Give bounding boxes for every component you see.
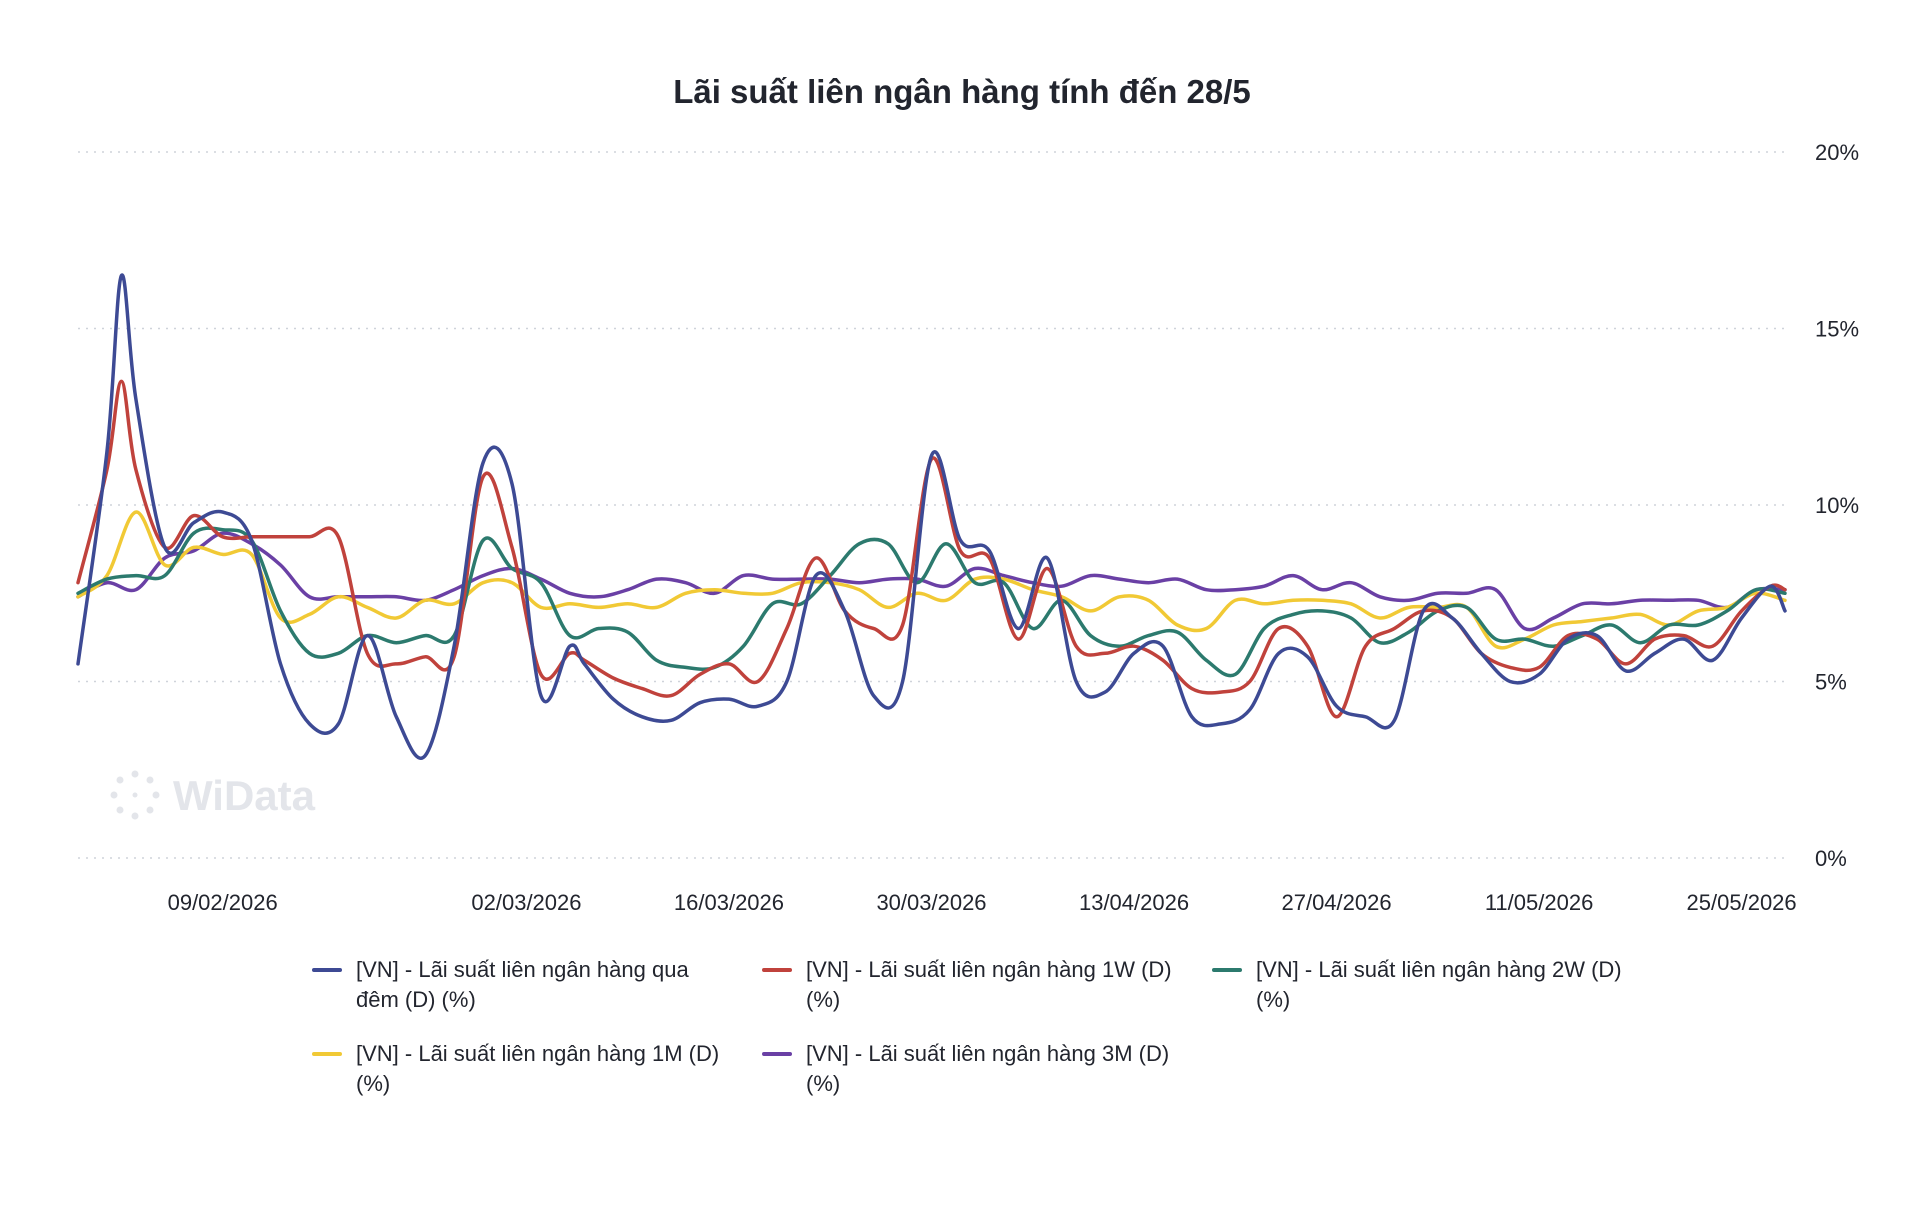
- legend-item[interactable]: [VN] - Lãi suất liên ngân hàng qua đêm (…: [312, 955, 762, 1015]
- y-tick-label: 5%: [1815, 670, 1847, 695]
- y-tick-label: 20%: [1815, 140, 1859, 165]
- legend-label: [VN] - Lãi suất liên ngân hàng 1M (D) (%…: [356, 1041, 720, 1096]
- y-tick-label: 10%: [1815, 493, 1859, 518]
- watermark-dots-icon: [110, 770, 160, 820]
- legend-item[interactable]: [VN] - Lãi suất liên ngân hàng 3M (D) (%…: [762, 1039, 1212, 1099]
- grid-lines: [78, 151, 1785, 859]
- legend-item[interactable]: [VN] - Lãi suất liên ngân hàng 1W (D) (%…: [762, 955, 1212, 1015]
- series-line: [76, 379, 1787, 719]
- watermark-text: WiData: [173, 772, 316, 819]
- legend-swatch: [762, 1052, 792, 1056]
- series-line: [76, 526, 1787, 678]
- legend-label: [VN] - Lãi suất liên ngân hàng qua đêm (…: [356, 957, 689, 1012]
- series-line: [76, 273, 1787, 760]
- x-tick-label: 25/05/2026: [1687, 890, 1797, 915]
- chart-title: Lãi suất liên ngân hàng tính đến 28/5: [673, 73, 1251, 110]
- x-tick-label: 16/03/2026: [674, 890, 784, 915]
- y-axis: 0% 5% 10% 15% 20%: [1815, 140, 1859, 871]
- watermark: WiData: [110, 770, 316, 820]
- legend-swatch: [762, 968, 792, 972]
- y-tick-label: 15%: [1815, 317, 1859, 342]
- series-line: [76, 531, 1787, 632]
- x-tick-label: 09/02/2026: [168, 890, 278, 915]
- x-tick-label: 02/03/2026: [471, 890, 581, 915]
- legend-swatch: [312, 968, 342, 972]
- legend-label: [VN] - Lãi suất liên ngân hàng 3M (D) (%…: [806, 1041, 1170, 1096]
- legend-label: [VN] - Lãi suất liên ngân hàng 2W (D) (%…: [1256, 957, 1622, 1012]
- legend: [VN] - Lãi suất liên ngân hàng qua đêm (…: [312, 955, 1632, 1099]
- x-tick-label: 13/04/2026: [1079, 890, 1189, 915]
- x-tick-label: 27/04/2026: [1281, 890, 1391, 915]
- y-tick-label: 0%: [1815, 846, 1847, 871]
- series-lines: [76, 273, 1787, 760]
- legend-item[interactable]: [VN] - Lãi suất liên ngân hàng 1M (D) (%…: [312, 1039, 762, 1099]
- legend-swatch: [312, 1052, 342, 1056]
- legend-item[interactable]: [VN] - Lãi suất liên ngân hàng 2W (D) (%…: [1212, 955, 1632, 1015]
- legend-swatch: [1212, 968, 1242, 972]
- x-tick-label: 30/03/2026: [876, 890, 986, 915]
- legend-label: [VN] - Lãi suất liên ngân hàng 1W (D) (%…: [806, 957, 1172, 1012]
- x-tick-label: 11/05/2026: [1485, 890, 1593, 915]
- x-axis: 09/02/2026 02/03/2026 16/03/2026 30/03/2026…: [168, 890, 1797, 915]
